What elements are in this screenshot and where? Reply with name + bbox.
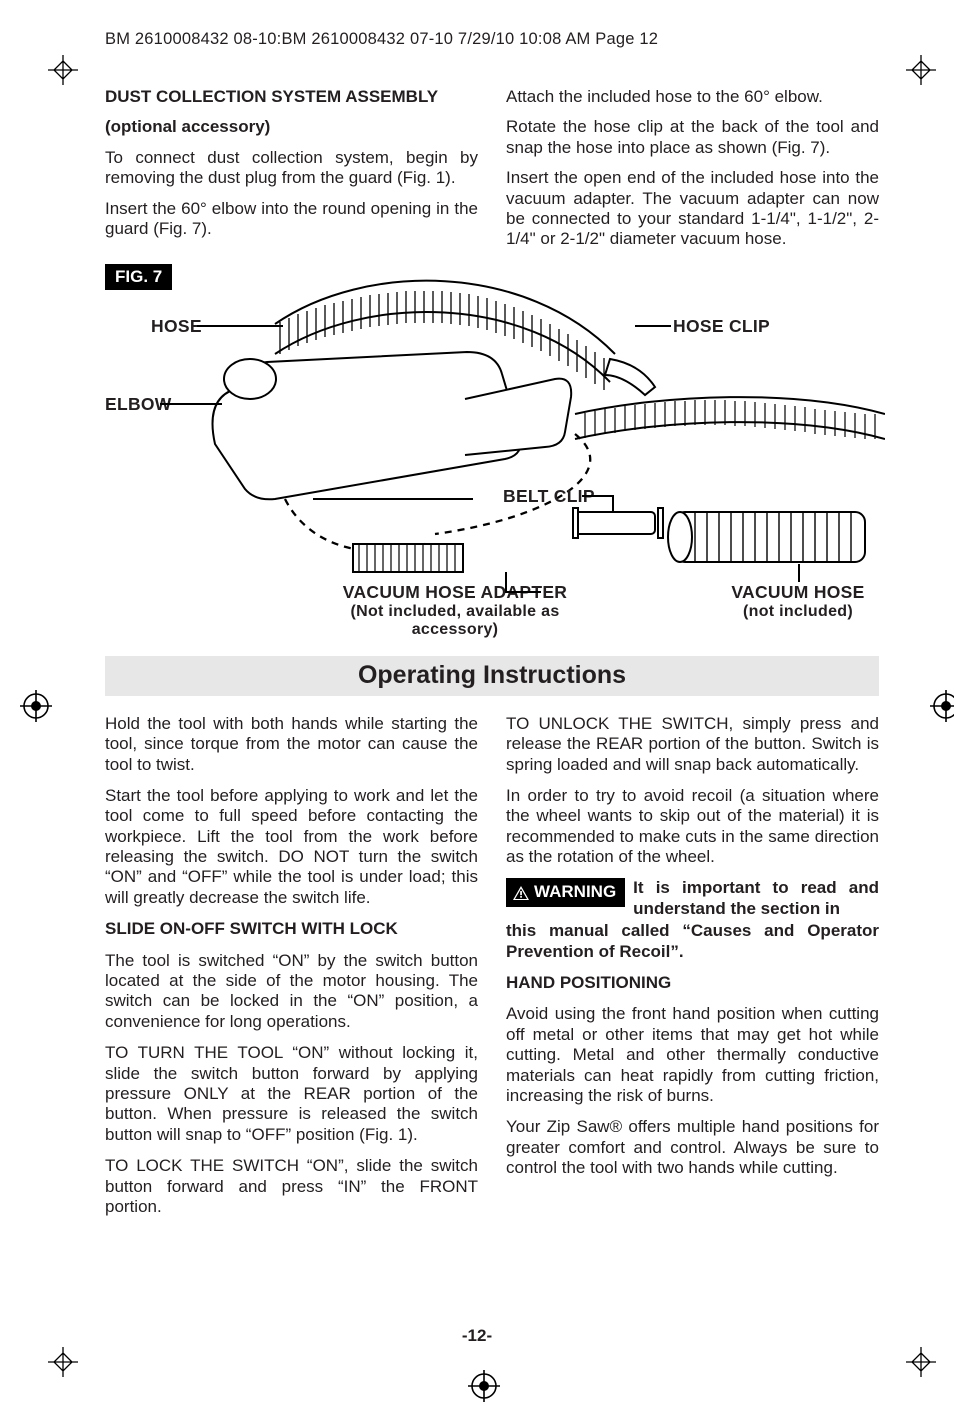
heading-slide-switch: SLIDE ON-OFF SWITCH WITH LOCK: [105, 919, 478, 939]
paragraph: TO LOCK THE SWITCH “ON”, slide the switc…: [105, 1156, 478, 1217]
register-mark-icon: [930, 690, 954, 730]
label-hose: HOSE: [151, 316, 202, 337]
warning-triangle-icon: [513, 886, 529, 900]
label-hose-clip: HOSE CLIP: [673, 316, 770, 337]
warning-lead-text: It is important to read and understand t…: [633, 878, 879, 919]
paragraph: Hold the tool with both hands while star…: [105, 714, 478, 775]
paragraph: Start the tool before applying to work a…: [105, 786, 478, 908]
heading-dust-assembly: DUST COLLECTION SYSTEM ASSEMBLY: [105, 87, 478, 107]
warning-pill: WARNING: [506, 878, 625, 906]
figure-7: FIG. 7: [105, 264, 885, 634]
paragraph: TO TURN THE TOOL “ON” without locking it…: [105, 1043, 478, 1145]
paragraph: The tool is switched “ON” by the switch …: [105, 951, 478, 1033]
paragraph: Attach the included hose to the 60° elbo…: [506, 87, 879, 107]
heading-operating-instructions: Operating Instructions: [105, 656, 879, 696]
warning-label: WARNING: [534, 882, 616, 902]
crop-mark-icon: [48, 1347, 78, 1384]
paragraph: Rotate the hose clip at the back of the …: [506, 117, 879, 158]
crop-mark-icon: [906, 1347, 936, 1384]
page-number: -12-: [0, 1326, 954, 1346]
paragraph: In order to try to avoid recoil (a situa…: [506, 786, 879, 868]
paragraph: Insert the open end of the included hose…: [506, 168, 879, 250]
label-vacuum-hose-adapter: VACUUM HOSE ADAPTER (Not included, avail…: [315, 582, 595, 639]
crop-mark-icon: [906, 55, 936, 92]
warning-callout: WARNING It is important to read and unde…: [506, 878, 879, 919]
paragraph: Your Zip Saw® offers multiple hand posit…: [506, 1117, 879, 1178]
register-mark-icon: [468, 1370, 500, 1410]
paragraph: TO UNLOCK THE SWITCH, simply press and r…: [506, 714, 879, 775]
heading-optional-accessory: (optional accessory): [105, 117, 478, 137]
register-mark-icon: [20, 690, 52, 730]
heading-hand-positioning: HAND POSITIONING: [506, 973, 879, 993]
label-vacuum-hose: VACUUM HOSE (not included): [713, 582, 883, 621]
paragraph: Insert the 60° elbow into the round open…: [105, 199, 478, 240]
paragraph: Avoid using the front hand position when…: [506, 1004, 879, 1106]
print-header: BM 2610008432 08-10:BM 2610008432 07-10 …: [105, 30, 879, 49]
paragraph: To connect dust collection system, begin…: [105, 148, 478, 189]
warning-text: this manual called “Causes and Operator …: [506, 921, 879, 962]
crop-mark-icon: [48, 55, 78, 92]
